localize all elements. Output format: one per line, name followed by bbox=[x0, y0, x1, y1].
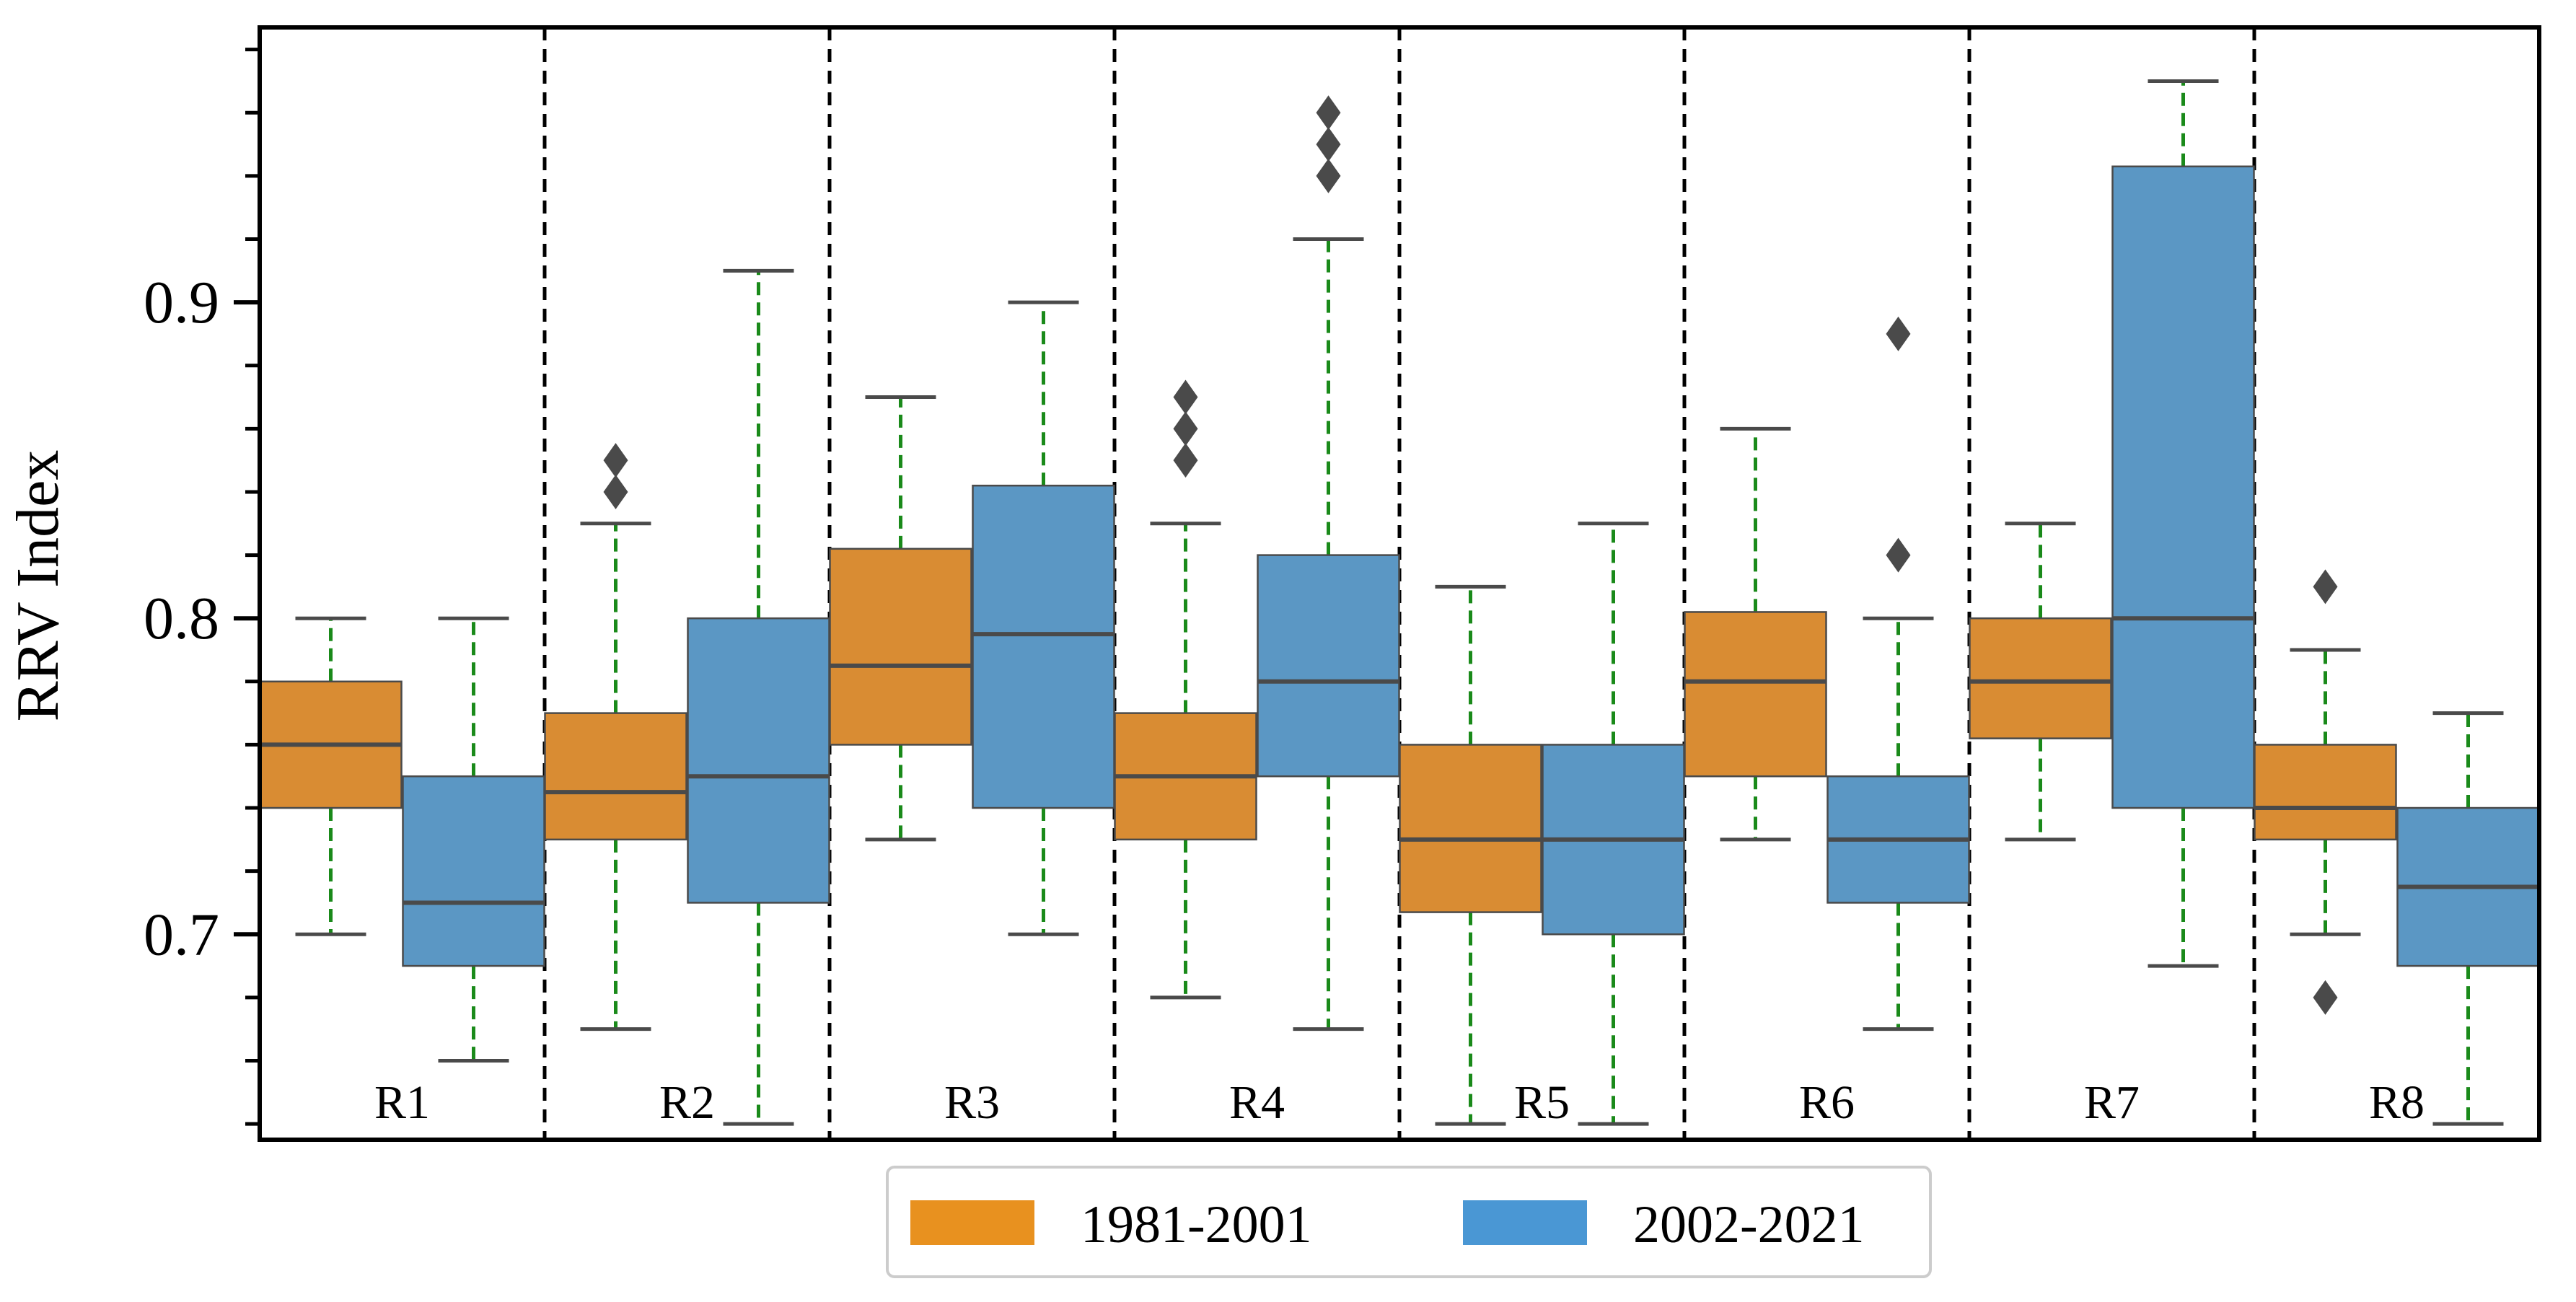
outlier-point bbox=[1886, 537, 1911, 573]
region-label: R5 bbox=[1514, 1076, 1570, 1129]
outlier-point bbox=[1173, 379, 1198, 415]
legend-swatch bbox=[910, 1200, 1034, 1245]
y-tick-label: 0.8 bbox=[144, 585, 219, 652]
box-r2-1981-2001 bbox=[544, 712, 687, 841]
outlier-point bbox=[1173, 443, 1198, 478]
box-r6-1981-2001 bbox=[1684, 611, 1827, 778]
outlier-point bbox=[2313, 569, 2338, 604]
outlier-point bbox=[1173, 411, 1198, 447]
outlier-point bbox=[1316, 95, 1341, 131]
box-r5-1981-2001 bbox=[1399, 744, 1542, 913]
outlier-point bbox=[1886, 316, 1911, 351]
region-label: R1 bbox=[374, 1076, 430, 1129]
legend-label: 1981-2001 bbox=[1081, 1195, 1312, 1254]
region-label: R6 bbox=[1799, 1076, 1855, 1129]
plot-frame bbox=[258, 25, 2541, 1142]
legend-label: 2002-2021 bbox=[1633, 1195, 1865, 1254]
chart-marks: R1 R2 R3 R4 R5 R6 R7 R8 bbox=[259, 27, 2540, 1140]
outlier-point bbox=[603, 443, 628, 478]
box-r7-2002-2021 bbox=[2111, 165, 2255, 809]
legend-frame bbox=[886, 1166, 1932, 1278]
region-label: R4 bbox=[1229, 1076, 1285, 1129]
box-r4-2002-2021 bbox=[1257, 554, 1400, 778]
y-axis-title: RRV Index bbox=[4, 450, 71, 722]
box-r1-2002-2021 bbox=[402, 775, 545, 967]
outlier-point bbox=[1316, 158, 1341, 193]
box-r2-2002-2021 bbox=[687, 617, 830, 904]
legend: 1981-2001 2002-2021 bbox=[886, 1166, 1932, 1278]
region-label: R2 bbox=[659, 1076, 715, 1129]
legend-swatch bbox=[1463, 1200, 1587, 1245]
outlier-point bbox=[603, 474, 628, 509]
outlier-point bbox=[1316, 127, 1341, 162]
box-r7-1981-2001 bbox=[1969, 617, 2112, 739]
region-label: R3 bbox=[944, 1076, 1000, 1129]
chart-axes: 0.7 0.8 0.9 bbox=[144, 25, 2541, 1142]
box-r3-2002-2021 bbox=[972, 484, 1115, 809]
y-tick-label: 0.7 bbox=[144, 901, 219, 968]
box-r3-1981-2001 bbox=[829, 547, 972, 746]
region-label: R7 bbox=[2084, 1076, 2140, 1129]
region-label: R8 bbox=[2369, 1076, 2425, 1129]
outlier-point bbox=[2313, 980, 2338, 1015]
box-r8-1981-2001 bbox=[2254, 744, 2397, 841]
y-tick-label: 0.9 bbox=[144, 269, 219, 336]
